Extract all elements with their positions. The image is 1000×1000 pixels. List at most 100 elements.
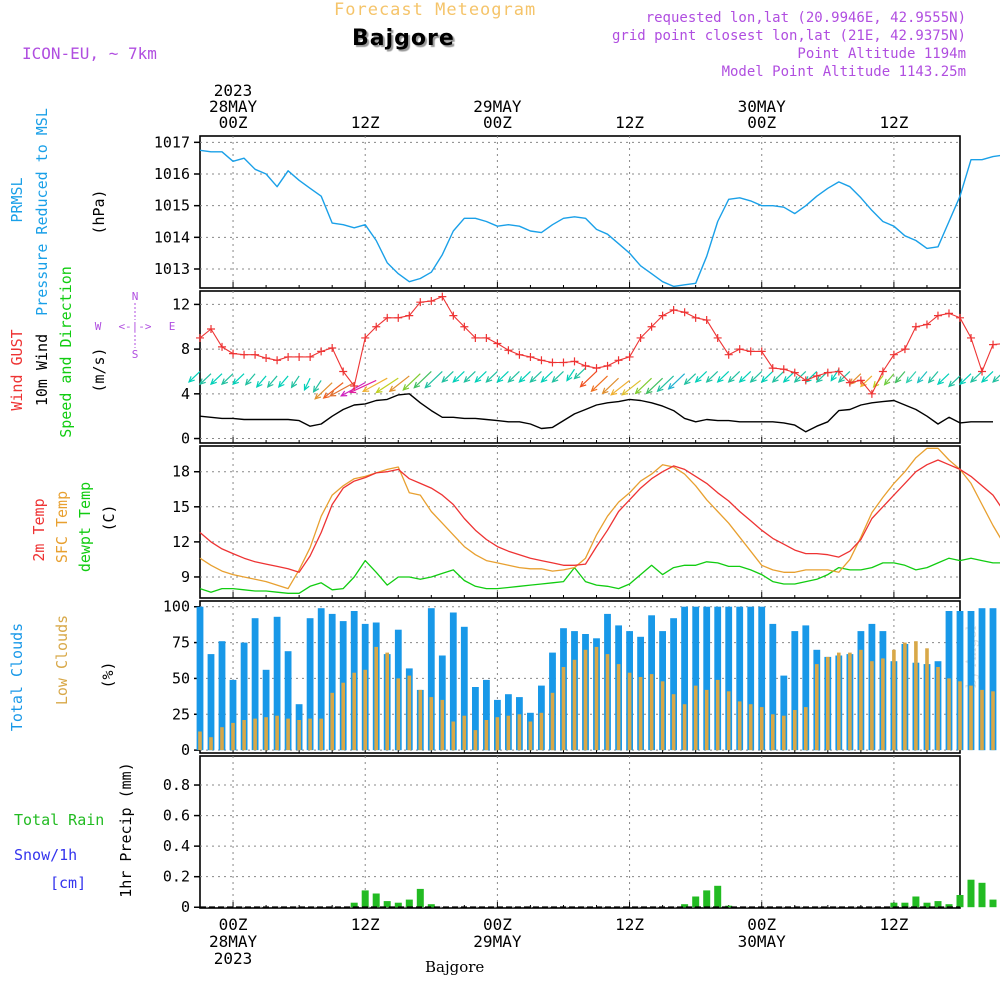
gust-point — [933, 311, 942, 320]
rain-bar — [372, 893, 380, 908]
wind-arrow-head — [339, 390, 348, 397]
gust-point — [856, 376, 865, 385]
gust-point — [834, 367, 843, 376]
low-cloud-bar — [726, 691, 731, 751]
gust-label: Wind GUST — [8, 329, 26, 410]
wind-arrow-head — [277, 380, 285, 388]
precip-ytick-label: 0.2 — [163, 868, 190, 886]
wind-arrow — [657, 375, 675, 392]
wind-arrow — [602, 377, 619, 394]
wind-arrow — [684, 373, 697, 385]
wind-arrow — [959, 373, 972, 385]
total-cloud-bar — [780, 675, 788, 751]
gust-point — [978, 367, 987, 376]
gust-point — [581, 361, 590, 370]
clouds-ytick-label: 75 — [172, 634, 190, 652]
rain-bar — [350, 902, 358, 908]
pressure-unit: (hPa) — [90, 189, 108, 234]
gust-point — [482, 333, 491, 342]
low-cloud-bar — [506, 715, 511, 751]
wind-arrow — [519, 371, 531, 383]
wind-arrow — [937, 373, 950, 385]
low-cloud-bar — [429, 697, 434, 751]
total-cloud-bar — [703, 606, 711, 751]
gust-point — [526, 352, 535, 361]
total-cloud-bar — [956, 611, 964, 751]
wind-arrow-head — [573, 372, 581, 380]
bottom-time-label: 12Z — [879, 915, 908, 934]
gust-point — [218, 342, 227, 351]
wind-arrow — [199, 373, 212, 385]
rain-bar — [714, 885, 722, 908]
wind-arrow — [278, 375, 289, 388]
wind-arrow-head — [452, 376, 460, 383]
sfc-temp-line — [199, 447, 1000, 590]
total-cloud-bar — [725, 606, 733, 751]
total-cloud-bar — [714, 606, 722, 751]
low-cloud-bar — [804, 707, 808, 751]
precip-ytick-label: 0.4 — [163, 837, 190, 855]
wind-arrow — [452, 371, 465, 383]
wind-arrow — [349, 379, 377, 393]
total-cloud-bar — [967, 611, 975, 751]
gust-point — [438, 292, 447, 301]
temp-unit: (C) — [100, 504, 118, 531]
gust-point — [372, 322, 381, 331]
wind-arrow-head — [529, 376, 537, 383]
gust-point — [724, 350, 733, 359]
rain-bar — [703, 890, 711, 908]
total-cloud-bar — [328, 613, 336, 751]
pressure-label: Pressure Reduced to MSL — [33, 108, 51, 316]
low-cloud-bar — [550, 692, 555, 751]
total-cloud-bar — [978, 608, 986, 751]
precip-unit: 1hr Precip (mm) — [117, 762, 135, 897]
wind-arrow-head — [610, 389, 618, 396]
gust-point — [691, 313, 700, 322]
low-cloud-bar — [495, 717, 500, 751]
wind-frame — [199, 290, 961, 444]
wind-arrow-head — [705, 376, 713, 383]
low-cloud-bar — [936, 667, 940, 751]
wind-arrow-head — [815, 376, 823, 383]
gust-point — [427, 297, 436, 306]
wind-arrow-head — [936, 378, 944, 386]
wind-arrow — [895, 371, 906, 383]
gust-point — [559, 358, 568, 367]
low-cloud-bar — [903, 642, 907, 751]
wind-arrow — [552, 371, 564, 383]
cloud-unit: (%) — [99, 661, 117, 688]
wind-arrow-head — [579, 380, 587, 388]
low-cloud-bar — [682, 704, 687, 751]
precip-frame — [199, 755, 961, 909]
rain-bar — [361, 890, 369, 908]
gust-point — [900, 345, 909, 354]
bottom-time-label: 00Z — [483, 915, 512, 934]
wind-arrow — [591, 375, 608, 392]
footer-location: Bajgore — [425, 958, 485, 976]
bottom-time-label: 28MAY — [209, 932, 258, 951]
wind-arrow — [463, 371, 476, 383]
pressure-ytick-label: 1013 — [154, 260, 190, 278]
gust-point — [460, 322, 469, 331]
low-cloud-bar — [319, 718, 323, 751]
wind-arrow-head — [375, 387, 383, 394]
wind-arrow-head — [905, 376, 913, 384]
wind-arrow-head — [303, 383, 310, 392]
total-cloud-bar — [306, 618, 314, 751]
wind-arrow-head — [749, 376, 757, 383]
wind-arrow-head — [220, 378, 228, 386]
gust-point — [823, 368, 832, 377]
wind-arrow — [580, 371, 597, 388]
wind-arrow — [530, 371, 542, 383]
gust-point — [548, 358, 557, 367]
wind-arrow-head — [496, 376, 504, 383]
wind-arrow — [981, 371, 994, 383]
gust-point — [284, 352, 293, 361]
wind-arrow — [441, 371, 454, 383]
wind-arrow-head — [760, 376, 768, 383]
wind10-label: 10m Wind — [33, 334, 51, 406]
rain-bar — [978, 882, 986, 908]
clouds-frame — [199, 600, 961, 754]
wind-arrow-head — [463, 376, 471, 383]
gust-point — [845, 378, 854, 387]
